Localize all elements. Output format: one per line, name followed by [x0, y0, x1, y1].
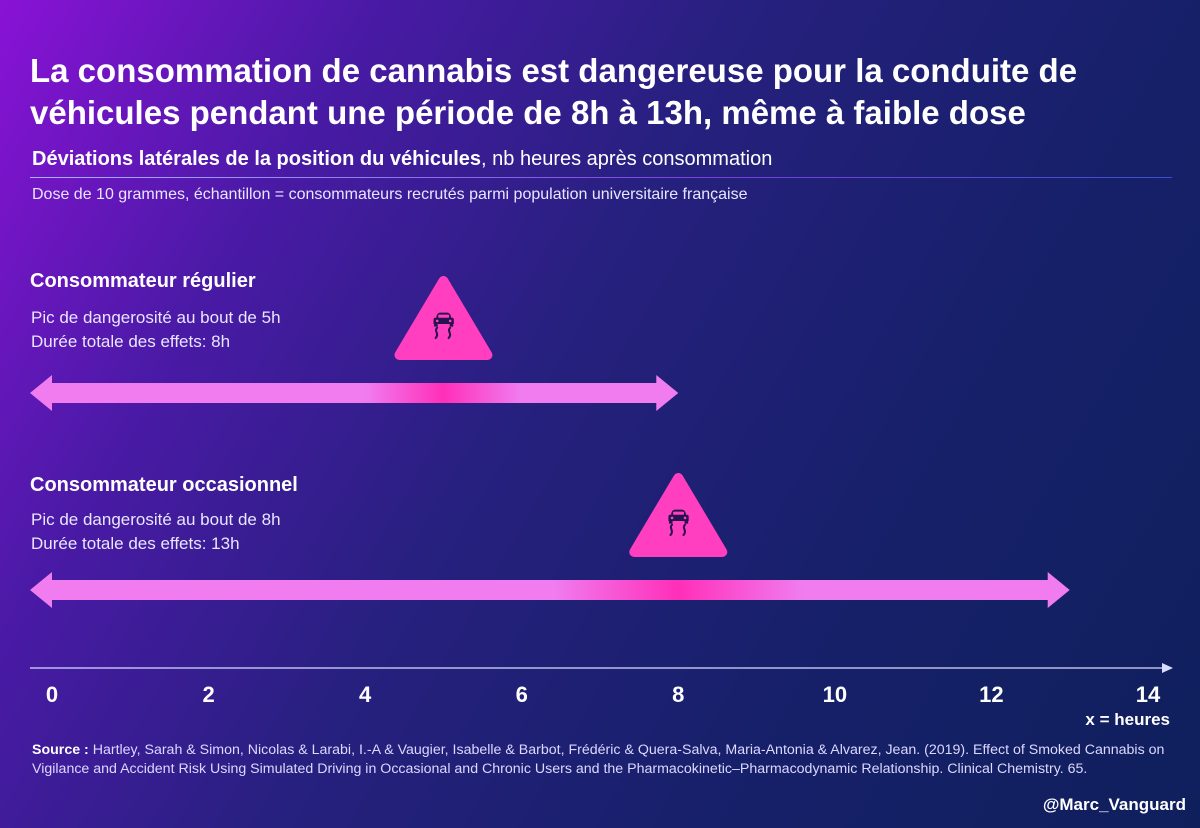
x-axis-arrowhead: [1162, 663, 1173, 673]
source-citation: Source : Hartley, Sarah & Simon, Nicolas…: [32, 741, 1172, 778]
group-peak-text-regular: Pic de dangerosité au bout de 5h: [31, 308, 281, 327]
subtitle-divider: [30, 177, 1172, 178]
x-tick-label: 8: [672, 682, 684, 707]
group-peak-text-occasional: Pic de dangerosité au bout de 8h: [31, 510, 281, 529]
headline-line-1: La consommation de cannabis est dangereu…: [30, 52, 1078, 89]
source-text: Hartley, Sarah & Simon, Nicolas & Larabi…: [32, 742, 1165, 777]
x-axis-label: x = heures: [1085, 710, 1170, 729]
author-handle: @Marc_Vanguard: [1042, 795, 1186, 814]
headline-line-2: véhicules pendant une période de 8h à 13…: [30, 94, 1026, 131]
chart-subtitle: Déviations latérales de la position du v…: [32, 148, 772, 171]
x-tick-label: 6: [516, 682, 528, 707]
slippery-road-warning-icon: [629, 473, 728, 557]
chart-subtitle-rest: , nb heures après consommation: [481, 148, 773, 170]
duration-arrow-2: [30, 572, 1070, 608]
x-tick-label: 4: [359, 682, 372, 707]
slippery-road-warning-icon: [394, 276, 493, 360]
x-tick-label: 14: [1136, 682, 1161, 707]
group-duration-text-occasional: Durée totale des effets: 13h: [31, 534, 240, 553]
source-label: Source :: [32, 742, 89, 758]
chart-subtitle-bold: Déviations latérales de la position du v…: [32, 148, 482, 170]
group-title-regular: Consommateur régulier: [30, 270, 256, 292]
x-tick-label: 2: [202, 682, 214, 707]
sample-note: Dose de 10 grammes, échantillon = consom…: [32, 186, 748, 203]
group-duration-text-regular: Durée totale des effets: 8h: [31, 332, 231, 351]
group-title-occasional: Consommateur occasionnel: [30, 474, 298, 496]
x-tick-label: 12: [979, 682, 1003, 707]
headline: La consommation de cannabis est dangereu…: [30, 50, 1170, 134]
duration-arrow-1: [30, 375, 679, 411]
x-tick-label: 0: [46, 682, 58, 707]
x-tick-label: 10: [823, 682, 847, 707]
